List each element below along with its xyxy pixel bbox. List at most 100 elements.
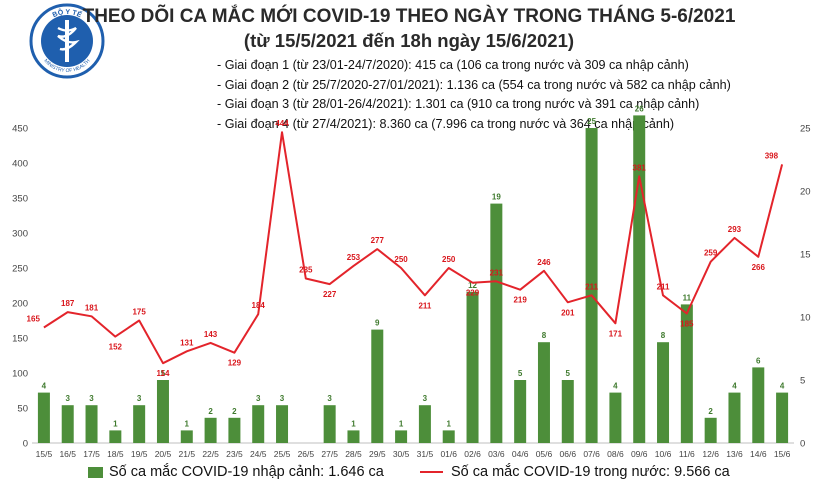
line-data-label: 181 (85, 303, 99, 312)
y-left-tick-label: 100 (12, 369, 28, 380)
y-right-tick-label: 25 (800, 124, 811, 135)
bar (609, 392, 622, 443)
bar-data-label: 3 (256, 394, 261, 403)
bar-data-label: 3 (137, 394, 142, 403)
line-data-label: 229 (466, 289, 480, 298)
bar-data-label: 5 (518, 369, 523, 378)
y-left-tick-label: 450 (12, 124, 28, 135)
bar-data-label: 2 (232, 407, 237, 416)
bar-data-label: 6 (756, 356, 761, 365)
x-tick-label: 24/5 (250, 449, 267, 459)
x-tick-label: 17/5 (83, 449, 100, 459)
x-tick-label: 08/6 (607, 449, 624, 459)
y-left-tick-label: 150 (12, 334, 28, 345)
bar-data-label: 3 (65, 394, 70, 403)
line-data-label: 211 (585, 282, 598, 291)
stage-note-1: - Giai đoạn 1 (từ 23/01-24/7/2020): 415 … (217, 58, 689, 72)
x-tick-label: 26/5 (298, 449, 315, 459)
x-tick-label: 19/5 (131, 449, 148, 459)
x-tick-label: 09/6 (631, 449, 648, 459)
bar-data-label: 1 (399, 419, 404, 428)
bar (728, 392, 741, 443)
x-tick-label: 15/5 (36, 449, 53, 459)
line-data-label: 175 (132, 308, 146, 317)
line-data-label: 381 (633, 163, 647, 172)
bar-data-label: 8 (542, 331, 547, 340)
x-tick-label: 27/5 (321, 449, 338, 459)
line-data-label: 219 (513, 296, 527, 305)
bar (752, 367, 765, 443)
line-data-label: 184 (252, 301, 266, 310)
bar (490, 203, 503, 443)
x-tick-label: 15/6 (774, 449, 791, 459)
x-tick-label: 12/6 (702, 449, 719, 459)
bar (657, 342, 670, 443)
bar-data-label: 1 (185, 419, 190, 428)
x-tick-label: 03/6 (488, 449, 505, 459)
bar-data-label: 3 (327, 394, 332, 403)
bar-data-label: 4 (613, 382, 618, 391)
bar (180, 430, 193, 443)
x-tick-label: 01/6 (440, 449, 457, 459)
bar (204, 417, 217, 443)
bar-data-label: 19 (492, 193, 501, 202)
bar (704, 417, 717, 443)
bar-data-label: 1 (113, 419, 118, 428)
line-data-label: 185 (680, 320, 694, 329)
x-tick-label: 28/5 (345, 449, 362, 459)
legend-item-line: Số ca mắc COVID-19 trong nước: 9.566 ca (420, 464, 730, 480)
bar (109, 430, 122, 443)
y-left-tick-label: 250 (12, 264, 28, 275)
y-right-tick-label: 20 (800, 187, 811, 198)
bar (133, 405, 146, 443)
chart-title: THEO DÕI CA MẮC MỚI COVID-19 THEO NGÀY T… (82, 6, 736, 27)
y-left-tick-label: 300 (12, 229, 28, 240)
y-left-tick-label: 0 (23, 439, 28, 450)
y-right-tick-label: 10 (800, 313, 811, 324)
bar-data-label: 3 (280, 394, 285, 403)
x-tick-label: 13/6 (726, 449, 743, 459)
x-tick-label: 10/6 (655, 449, 672, 459)
bar (156, 380, 169, 443)
bar-data-label: 8 (661, 331, 666, 340)
x-tick-label: 31/5 (417, 449, 434, 459)
bar (252, 405, 265, 443)
line-data-label: 259 (704, 249, 718, 258)
stage-note-4: - Giai đoạn 4 (từ 27/4/2021): 8.360 ca (… (217, 116, 675, 131)
bar-data-label: 2 (708, 407, 713, 416)
line-data-label: 171 (609, 329, 623, 338)
y-right-tick-label: 15 (800, 250, 811, 261)
line-data-label: 201 (561, 308, 575, 317)
bar-data-label: 5 (566, 369, 571, 378)
line-series (43, 131, 784, 365)
x-tick-label: 18/5 (107, 449, 124, 459)
y-right-tick-label: 0 (800, 439, 805, 450)
bar (61, 405, 74, 443)
bar (371, 329, 384, 443)
bar-data-label: 2 (208, 407, 213, 416)
legend-label-line: Số ca mắc COVID-19 trong nước: 9.566 ca (451, 464, 730, 480)
line-data-label: 152 (109, 343, 123, 352)
bar-data-label: 5 (161, 369, 166, 378)
bar (395, 430, 408, 443)
line-data-label: 250 (394, 255, 408, 264)
line-data-label: 266 (752, 263, 766, 272)
legend-swatch-line (420, 471, 443, 473)
legend-swatch-bars (88, 466, 103, 478)
x-tick-label: 14/6 (750, 449, 767, 459)
bar (323, 405, 336, 443)
bar-data-label: 1 (351, 419, 356, 428)
x-tick-label: 20/5 (155, 449, 172, 459)
x-tick-label: 30/5 (393, 449, 410, 459)
bar (442, 430, 455, 443)
bar (276, 405, 289, 443)
line-data-label: 277 (371, 236, 385, 245)
y-left-tick-label: 50 (17, 404, 28, 415)
bar (228, 417, 241, 443)
x-tick-label: 25/5 (274, 449, 291, 459)
legend-item-bars: Số ca mắc COVID-19 nhập cảnh: 1.646 ca (88, 464, 384, 480)
line-data-label: 187 (61, 299, 75, 308)
line-data-label: 165 (27, 315, 41, 324)
bar-data-label: 3 (423, 394, 428, 403)
